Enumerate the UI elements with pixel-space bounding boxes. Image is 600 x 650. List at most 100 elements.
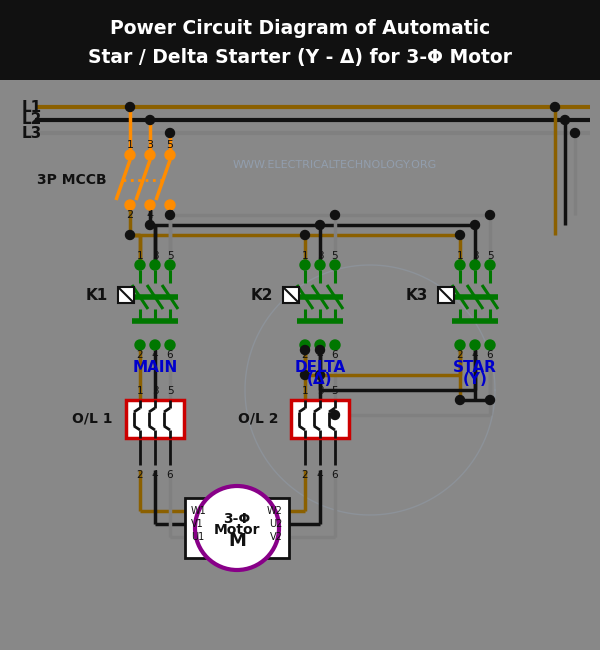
Circle shape (135, 260, 145, 270)
Text: (Δ): (Δ) (307, 372, 333, 387)
Text: 3: 3 (152, 386, 158, 396)
Text: 5: 5 (332, 386, 338, 396)
Text: W1: W1 (191, 506, 207, 516)
Bar (185, 498, 289, 558)
Text: (Y): (Y) (463, 372, 487, 387)
Text: O/L 2: O/L 2 (238, 412, 278, 426)
Text: 6: 6 (167, 210, 173, 220)
Circle shape (301, 231, 310, 239)
Circle shape (560, 116, 569, 125)
Circle shape (301, 370, 310, 380)
Circle shape (145, 200, 155, 210)
Circle shape (470, 260, 480, 270)
Text: 2: 2 (127, 210, 134, 220)
Bar (0, 0, 600, 80)
Text: K1: K1 (86, 287, 108, 302)
Text: 2: 2 (457, 350, 463, 360)
Text: 6: 6 (332, 470, 338, 480)
Text: 6: 6 (167, 350, 173, 360)
Text: M: M (228, 532, 246, 550)
Text: K3: K3 (406, 287, 428, 302)
Text: 3: 3 (152, 251, 158, 261)
Text: 2: 2 (137, 350, 143, 360)
Circle shape (455, 260, 465, 270)
Bar (438, 287, 454, 303)
Text: 3: 3 (317, 386, 323, 396)
Circle shape (150, 340, 160, 350)
Circle shape (485, 211, 494, 220)
Text: 3-Φ: 3-Φ (223, 512, 251, 526)
Circle shape (571, 129, 580, 138)
Circle shape (331, 411, 340, 419)
Circle shape (125, 103, 134, 112)
Circle shape (165, 340, 175, 350)
Circle shape (166, 211, 175, 220)
Text: 4: 4 (317, 470, 323, 480)
Text: K2: K2 (251, 287, 273, 302)
Text: W2: W2 (267, 506, 283, 516)
Circle shape (315, 260, 325, 270)
Text: 1: 1 (302, 251, 308, 261)
Text: 6: 6 (332, 350, 338, 360)
Circle shape (146, 116, 155, 125)
Circle shape (166, 129, 175, 138)
Text: WWW.ELECTRICALTECHNOLOGY.ORG: WWW.ELECTRICALTECHNOLOGY.ORG (233, 160, 437, 170)
Bar (118, 287, 134, 303)
Circle shape (135, 340, 145, 350)
Text: 3: 3 (146, 140, 154, 150)
Text: 3: 3 (317, 251, 323, 261)
Text: 2: 2 (302, 350, 308, 360)
Circle shape (316, 346, 325, 354)
Circle shape (150, 260, 160, 270)
Text: 1: 1 (302, 386, 308, 396)
Text: 2: 2 (137, 470, 143, 480)
Text: O/L 1: O/L 1 (73, 412, 113, 426)
Text: 2: 2 (302, 470, 308, 480)
Text: STAR: STAR (453, 359, 497, 374)
Circle shape (315, 340, 325, 350)
Text: 4: 4 (317, 350, 323, 360)
Text: 5: 5 (167, 386, 173, 396)
Circle shape (316, 370, 325, 380)
Circle shape (146, 220, 155, 229)
Circle shape (300, 260, 310, 270)
Bar (126, 400, 184, 438)
Text: 4: 4 (472, 350, 478, 360)
Text: Power Circuit Diagram of Automatic: Power Circuit Diagram of Automatic (110, 18, 490, 38)
Text: DELTA: DELTA (295, 359, 346, 374)
Text: 6: 6 (167, 470, 173, 480)
Bar (291, 400, 349, 438)
Text: 4: 4 (146, 210, 154, 220)
Circle shape (165, 150, 175, 160)
Circle shape (300, 340, 310, 350)
Circle shape (485, 340, 495, 350)
Text: 3: 3 (472, 251, 478, 261)
Bar (283, 287, 299, 303)
Circle shape (551, 103, 560, 112)
Circle shape (331, 211, 340, 220)
Text: 5: 5 (332, 251, 338, 261)
Text: 4: 4 (152, 470, 158, 480)
Text: L3: L3 (22, 125, 42, 140)
Text: 1: 1 (127, 140, 133, 150)
Text: 5: 5 (167, 140, 173, 150)
Circle shape (316, 220, 325, 229)
Circle shape (125, 150, 135, 160)
Text: V1: V1 (191, 519, 204, 529)
Circle shape (455, 395, 464, 404)
Text: 5: 5 (487, 251, 493, 261)
Text: V2: V2 (270, 532, 283, 542)
Text: 4: 4 (152, 350, 158, 360)
Text: 1: 1 (457, 251, 463, 261)
Circle shape (470, 220, 479, 229)
Text: U2: U2 (269, 519, 283, 529)
Circle shape (195, 486, 279, 570)
Text: L2: L2 (22, 112, 43, 127)
Circle shape (125, 200, 135, 210)
Text: 1: 1 (137, 251, 143, 261)
Circle shape (301, 346, 310, 354)
Circle shape (125, 231, 134, 239)
Circle shape (485, 260, 495, 270)
Circle shape (455, 231, 464, 239)
Circle shape (470, 340, 480, 350)
